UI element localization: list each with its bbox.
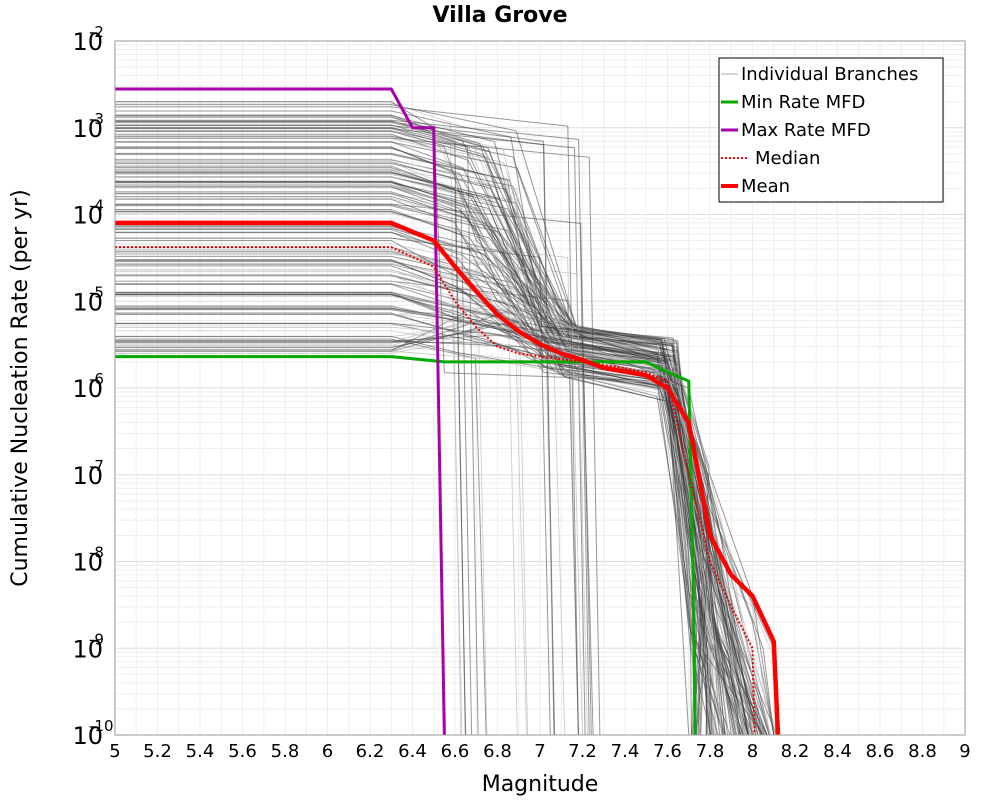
y-tick-exponent: -2 xyxy=(89,23,104,41)
x-tick-label: 6.6 xyxy=(441,741,470,762)
x-tick-label: 7.6 xyxy=(653,741,682,762)
y-tick-exponent: -4 xyxy=(89,197,104,215)
branch-line xyxy=(115,313,722,736)
branch-line xyxy=(115,237,551,736)
branch-line xyxy=(115,169,528,736)
y-tick-exponent: -7 xyxy=(89,457,104,475)
x-tick-label: 8.6 xyxy=(866,741,895,762)
plot-frame xyxy=(114,40,966,736)
x-tick-label: 5 xyxy=(109,741,120,762)
y-tick-label: 10 xyxy=(72,722,103,750)
x-tick-label: 6 xyxy=(322,741,333,762)
branch-line xyxy=(115,254,588,736)
y-tick-exponent: -6 xyxy=(89,370,104,388)
y-axis-label: Cumulative Nucleation Rate (per yr) xyxy=(8,189,33,587)
x-tick-label: 5.6 xyxy=(228,741,257,762)
branch-line xyxy=(115,191,749,736)
x-tick-label: 5.2 xyxy=(143,741,172,762)
legend-label-min-rate: Min Rate MFD xyxy=(741,92,865,113)
y-tick-exponent: -3 xyxy=(89,110,104,128)
branch-line xyxy=(115,161,583,736)
grid xyxy=(114,40,966,736)
branch-line xyxy=(115,168,730,736)
x-tick-label: 7.8 xyxy=(696,741,725,762)
summary-series xyxy=(115,87,781,736)
y-tick-label: 10 xyxy=(72,635,103,663)
legend: Individual Branches Min Rate MFD Max Rat… xyxy=(718,57,944,203)
y-tick-exponent: -8 xyxy=(89,544,104,562)
branch-line xyxy=(115,296,710,736)
x-tick-label: 9 xyxy=(959,741,970,762)
x-tick-label: 8 xyxy=(747,741,758,762)
branch-line xyxy=(115,106,579,736)
legend-label-individual-branches: Individual Branches xyxy=(741,64,918,85)
x-tick-label: 6.8 xyxy=(483,741,512,762)
branch-line xyxy=(115,137,601,736)
branch-line xyxy=(115,293,777,736)
x-tick-label: 6.4 xyxy=(398,741,427,762)
chart-title: Villa Grove xyxy=(432,3,567,28)
y-tick-label: 10 xyxy=(72,288,103,316)
legend-box xyxy=(718,57,944,203)
max-rate-mfd-line xyxy=(115,87,446,736)
branch-line xyxy=(115,186,700,736)
branch-line xyxy=(115,172,467,736)
x-tick-label: 7.4 xyxy=(611,741,640,762)
legend-label-median: Median xyxy=(755,148,820,169)
branch-line xyxy=(115,227,700,736)
x-tick-label: 5.4 xyxy=(186,741,215,762)
branch-line xyxy=(115,115,737,736)
y-tick-label: 10 xyxy=(72,202,103,230)
y-tick-label: 10 xyxy=(72,549,103,577)
x-axis-ticks: 5 5.2 5.4 5.6 5.8 6 6.2 6.4 6.6 6.8 7 7.2 7.4 7.6 7.8 8… xyxy=(109,741,970,762)
branch-line xyxy=(115,126,479,736)
branch-line xyxy=(115,330,527,736)
mean-line xyxy=(115,220,781,736)
y-tick-label: 10 xyxy=(72,28,103,56)
branch-line xyxy=(115,146,711,736)
branch-line xyxy=(115,119,590,736)
branch-line xyxy=(115,135,594,736)
legend-label-max-rate: Max Rate MFD xyxy=(741,120,871,141)
x-tick-label: 7.2 xyxy=(568,741,597,762)
branch-line xyxy=(115,124,729,736)
legend-label-mean: Mean xyxy=(741,176,790,197)
y-tick-label: 10 xyxy=(72,375,103,403)
x-tick-label: 8.8 xyxy=(908,741,937,762)
x-tick-label: 8.2 xyxy=(781,741,810,762)
x-tick-label: 5.8 xyxy=(271,741,300,762)
branch-line xyxy=(115,252,556,736)
y-tick-label: 10 xyxy=(72,115,103,143)
x-tick-label: 7 xyxy=(534,741,545,762)
y-tick-exponent: -5 xyxy=(89,283,104,301)
x-axis-label: Magnitude xyxy=(482,772,599,797)
branch-line xyxy=(115,102,462,736)
branch-line xyxy=(115,309,775,736)
branch-line xyxy=(115,198,732,736)
y-tick-exponent: -9 xyxy=(89,630,104,648)
min-rate-mfd-line xyxy=(115,355,697,736)
x-tick-label: 6.2 xyxy=(356,741,385,762)
branch-line xyxy=(115,205,763,736)
x-tick-label: 8.4 xyxy=(823,741,852,762)
y-tick-label: 10 xyxy=(72,462,103,490)
y-tick-exponent: -10 xyxy=(89,717,114,735)
branch-line xyxy=(115,344,566,736)
branch-line xyxy=(115,338,487,736)
